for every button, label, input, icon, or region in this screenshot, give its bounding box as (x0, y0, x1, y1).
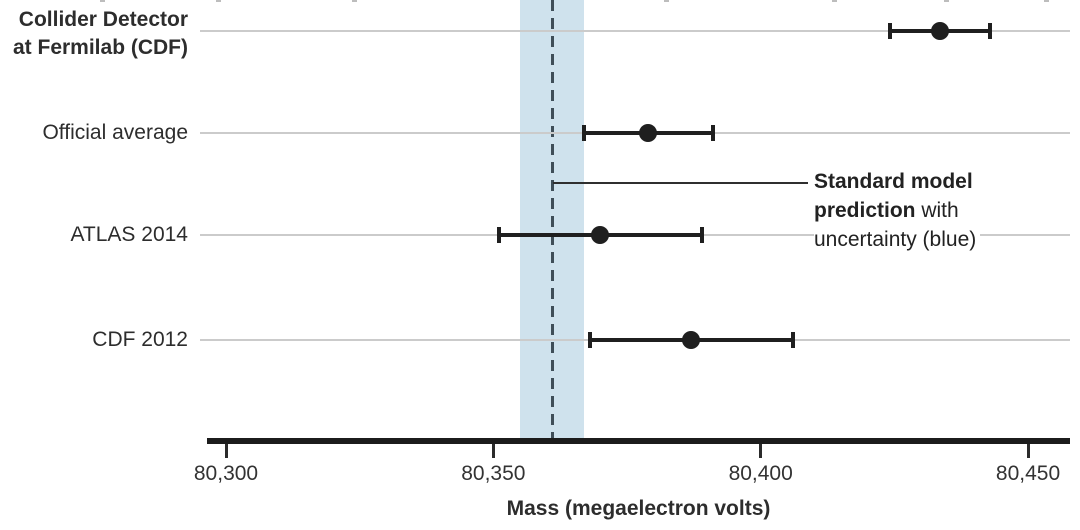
x-tick-label: 80,350 (461, 462, 526, 485)
row-gridline (200, 30, 1070, 32)
callout-line (553, 182, 808, 184)
error-bar-cap-right (710, 125, 715, 141)
row-label: Collider Detector at Fermilab (CDF) (12, 8, 188, 59)
crop-artifact-mark (1044, 0, 1049, 2)
x-axis-title: Mass (megaelectron volts) (506, 497, 771, 520)
crop-artifact-mark (216, 0, 221, 2)
error-bar-cap-right (988, 23, 993, 39)
crop-artifact-mark (100, 0, 105, 2)
callout-text: Standard model prediction with uncertain… (814, 167, 981, 256)
error-bar-cap-left (582, 125, 587, 141)
data-point (682, 331, 701, 349)
x-tick (224, 444, 228, 458)
crop-artifact-mark (664, 0, 669, 2)
x-tick (759, 444, 763, 458)
row-label: CDF 2012 (92, 328, 188, 351)
data-point (591, 226, 610, 244)
x-tick-label: 80,300 (193, 462, 259, 485)
crop-artifact-mark (944, 0, 949, 2)
x-tick-label: 80,450 (995, 462, 1061, 485)
error-bar-cap-left (587, 332, 592, 348)
x-axis-line (207, 438, 1070, 444)
error-bar-cap-right (790, 332, 795, 348)
error-bar-cap-right (699, 227, 704, 243)
x-tick (491, 444, 495, 458)
sm-prediction-dashed-line (550, 0, 554, 438)
row-label: ATLAS 2014 (70, 223, 188, 246)
data-point (639, 124, 658, 142)
x-tick (1026, 444, 1030, 458)
error-bar-cap-left (496, 227, 501, 243)
x-tick-label: 80,400 (728, 462, 793, 485)
data-point (930, 22, 949, 40)
callout-line-2: prediction with (814, 199, 959, 222)
row-label: Official average (42, 121, 188, 144)
callout-line-1: Standard model (814, 170, 973, 193)
crop-artifact-mark (352, 0, 357, 2)
callout-line-3: uncertainty (blue) (814, 228, 977, 251)
crop-artifact-mark (832, 0, 837, 2)
error-bar-cap-left (887, 23, 892, 39)
